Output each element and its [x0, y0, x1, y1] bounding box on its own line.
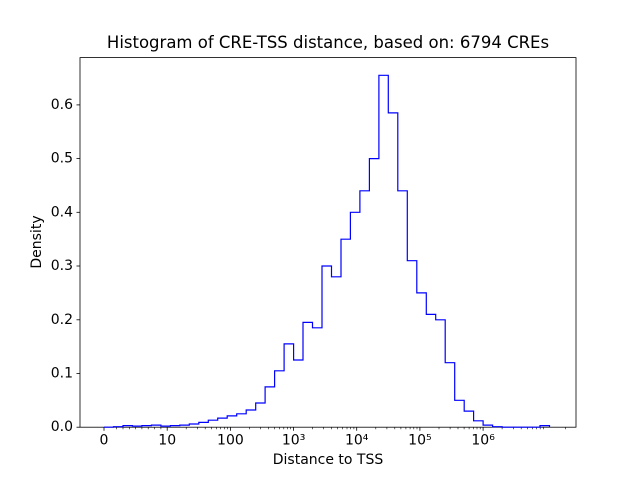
x-tick-label: 10³ — [282, 433, 305, 449]
chart-title: Histogram of CRE-TSS distance, based on:… — [107, 33, 549, 52]
x-tick-label: 10 — [158, 433, 176, 449]
y-tick-label: 0.4 — [51, 204, 73, 220]
axes-frame — [79, 57, 577, 428]
y-tick-label: 0.3 — [51, 258, 73, 274]
x-tick-label: 100 — [217, 433, 244, 449]
y-tick-label: 0.2 — [51, 312, 73, 328]
x-tick-label: 10⁶ — [471, 433, 495, 449]
x-tick-label: 0 — [100, 433, 109, 449]
y-tick-label: 0.5 — [51, 151, 73, 167]
y-tick-label: 0.6 — [51, 97, 73, 113]
y-tick-label: 0.0 — [51, 419, 73, 435]
x-tick-label: 10⁵ — [408, 433, 431, 449]
axes-layer: 0 10 100 10³ 10⁴ 10⁵ 10⁶ 0.0 0.1 0.2 0.3 0.4 0.5 0.6 — [51, 57, 577, 449]
x-axis-label: Distance to TSS — [273, 452, 384, 468]
histogram-step-line — [104, 74, 551, 428]
x-tick-label: 10⁴ — [345, 433, 369, 449]
data-layer — [104, 74, 551, 428]
y-axis-label: Density — [29, 215, 45, 268]
y-tick-label: 0.1 — [51, 366, 73, 382]
